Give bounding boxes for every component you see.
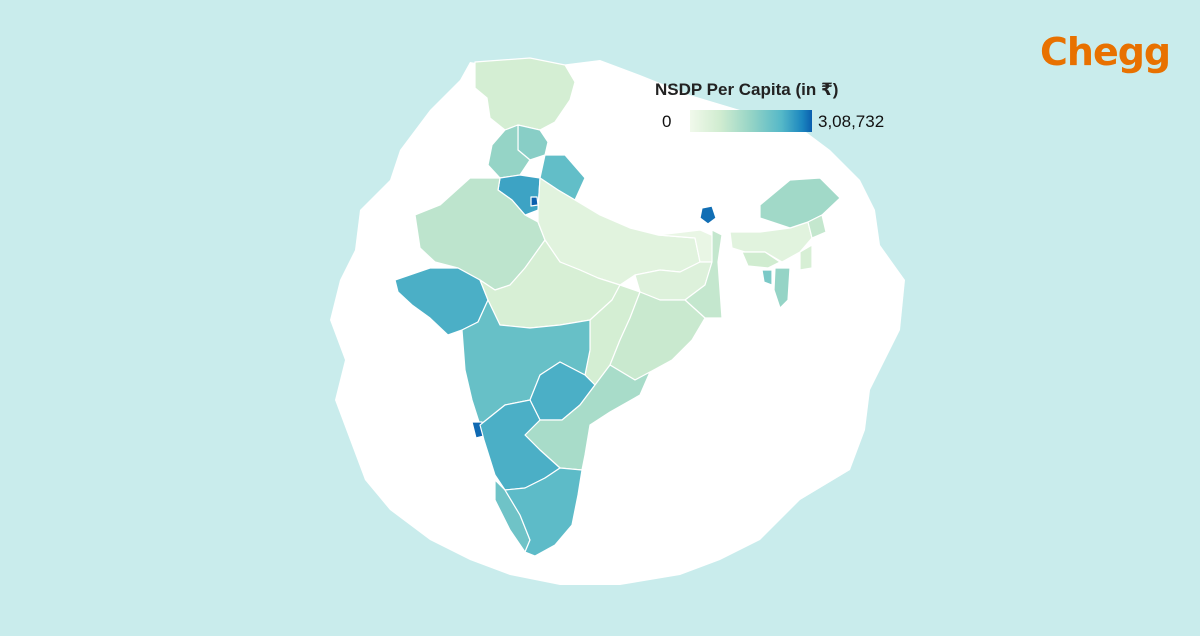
- region-odisha: [609, 291, 706, 381]
- legend-title: NSDP Per Capita (in ₹): [655, 80, 839, 99]
- region-meghalaya: [741, 251, 781, 269]
- region-manipur: [799, 244, 813, 271]
- region-tripura: [761, 269, 773, 286]
- chegg-logo[interactable]: Chegg: [1040, 30, 1171, 74]
- region-tamil-nadu: [504, 467, 583, 557]
- region-andhra-pradesh: [524, 364, 651, 471]
- legend-gradient-bar: [690, 110, 812, 132]
- region-mizoram: [773, 267, 791, 309]
- region-nagaland: [807, 214, 827, 239]
- legend-max-label: 3,08,732: [818, 112, 885, 131]
- region-sikkim: [699, 205, 717, 225]
- legend-min-label: 0: [662, 112, 672, 131]
- region-west-bengal: [684, 229, 723, 319]
- region-delhi: [530, 196, 539, 207]
